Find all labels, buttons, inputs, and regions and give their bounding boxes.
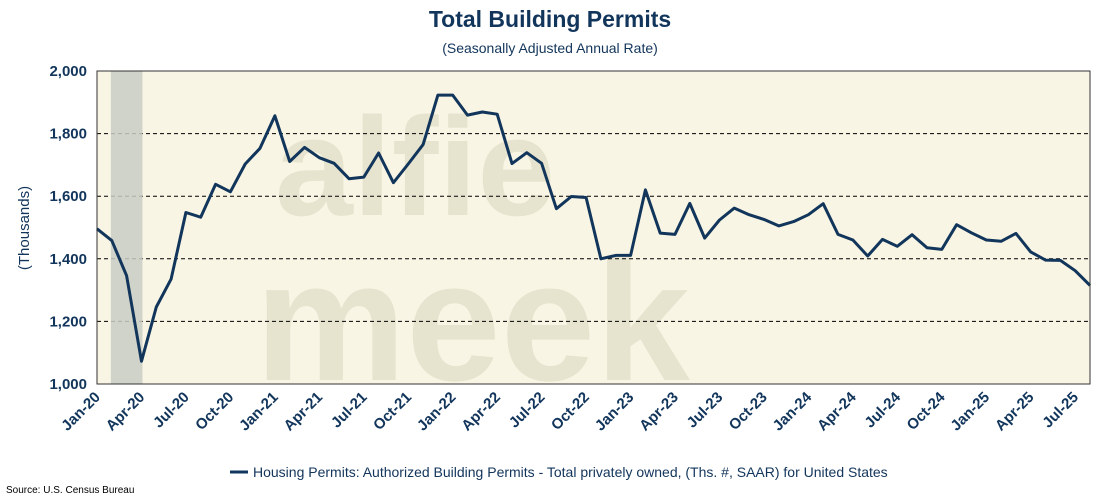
plot-frame <box>96 70 1091 385</box>
x-tick-label: Jan-20 <box>58 389 104 435</box>
chart-subtitle: (Seasonally Adjusted Annual Rate) <box>442 40 658 56</box>
legend: Housing Permits: Authorized Building Per… <box>230 464 888 480</box>
x-tick-label: Oct-23 <box>726 389 771 434</box>
y-tick-label: 1,400 <box>49 251 87 268</box>
x-tick-label: Apr-24 <box>814 388 860 434</box>
x-tick-label: Jul-20 <box>150 389 193 432</box>
chart-title: Total Building Permits <box>428 6 672 32</box>
watermark-word-1: alfie <box>275 88 555 245</box>
series-line-building-permits <box>96 93 1092 363</box>
x-tick-label: Apr-20 <box>103 389 149 435</box>
x-tick-label: Jan-24 <box>770 388 816 434</box>
x-tick-label: Apr-25 <box>992 389 1038 435</box>
y-tick-label: 1,600 <box>49 188 87 205</box>
y-axis-label: (Thousands) <box>16 186 33 270</box>
y-tick-label: 2,000 <box>49 63 87 80</box>
x-tick-label: Jul-23 <box>684 389 727 432</box>
y-tick-label: 1,800 <box>49 126 87 143</box>
y-tick-label: 1,000 <box>49 376 87 393</box>
x-tick-label: Jan-25 <box>947 389 993 435</box>
y-tick-label: 1,200 <box>49 313 87 330</box>
source-note: Source: U.S. Census Bureau <box>6 485 135 496</box>
x-tick-label: Jul-25 <box>1039 389 1082 432</box>
x-tick-label: Jul-24 <box>861 388 904 431</box>
x-tick-label: Oct-20 <box>192 389 237 434</box>
x-tick-label: Oct-24 <box>904 388 949 433</box>
legend-label: Housing Permits: Authorized Building Per… <box>253 464 888 480</box>
